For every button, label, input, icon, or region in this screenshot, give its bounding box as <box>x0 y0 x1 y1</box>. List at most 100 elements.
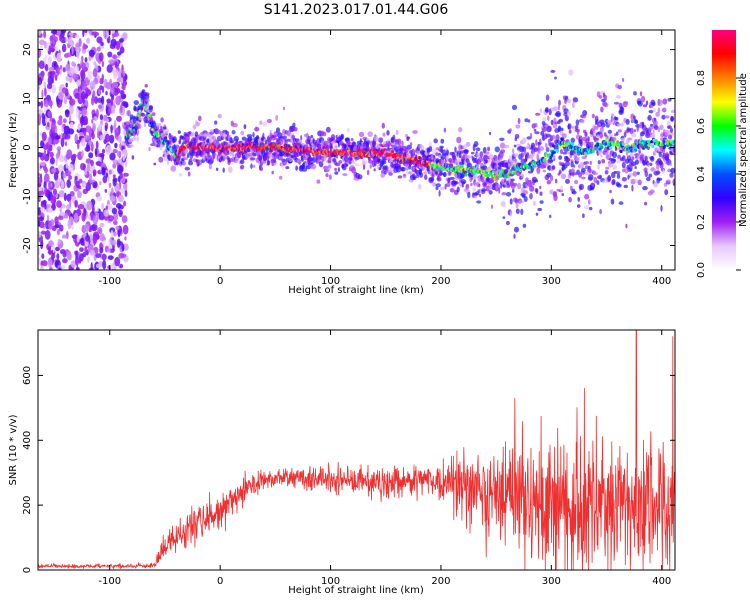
ridge-halo <box>633 91 637 96</box>
noise-speckle <box>85 87 89 95</box>
ridge-halo <box>278 155 284 160</box>
noise-speckle <box>71 225 74 230</box>
ridge-core <box>391 150 395 154</box>
noise-speckle <box>55 156 58 167</box>
x-tick-label: 300 <box>542 576 561 587</box>
noise-speckle <box>40 206 46 213</box>
ridge-halo <box>541 127 547 133</box>
ridge-halo <box>456 158 463 163</box>
ridge-halo <box>578 183 585 191</box>
ridge-halo <box>584 165 589 170</box>
noise-speckle <box>75 180 80 189</box>
noise-speckle <box>64 133 71 140</box>
ridge-halo <box>576 129 580 135</box>
ridge-halo <box>252 132 255 138</box>
noise-speckle <box>113 212 119 222</box>
ridge-halo <box>439 145 444 149</box>
noise-speckle <box>64 125 70 133</box>
noise-speckle <box>110 230 114 239</box>
noise-speckle <box>38 152 43 158</box>
noise-speckle <box>49 151 54 158</box>
ridge-halo <box>458 127 463 133</box>
noise-speckle <box>76 235 80 243</box>
ridge-halo <box>475 147 481 152</box>
ridge-halo <box>558 155 563 160</box>
ridge-core <box>464 173 468 177</box>
ridge-halo <box>160 125 163 130</box>
ridge-core <box>277 144 281 148</box>
ridge-halo <box>568 196 572 203</box>
ridge-halo <box>554 76 557 80</box>
noise-speckle <box>103 30 106 37</box>
ridge-halo <box>301 167 308 172</box>
ridge-halo <box>156 123 162 128</box>
colorbar-tick-label: 0.0 <box>696 262 707 278</box>
snr-y-axis-label: SNR (10 * v/v) <box>8 414 19 485</box>
ridge-halo <box>267 160 271 166</box>
ridge-halo <box>438 190 441 197</box>
noise-speckle <box>86 163 91 173</box>
ridge-core <box>634 148 638 152</box>
ridge-halo <box>312 156 316 163</box>
noise-speckle <box>76 265 79 270</box>
noise-speckle <box>91 118 94 124</box>
noise-speckle <box>84 30 88 34</box>
noise-speckle <box>80 69 84 79</box>
ridge-halo <box>382 132 386 137</box>
ridge-halo <box>562 151 568 155</box>
ridge-halo <box>474 181 477 187</box>
ridge-halo <box>448 162 454 169</box>
noise-speckle <box>87 70 93 81</box>
noise-speckle <box>57 238 61 245</box>
noise-speckle <box>56 229 60 236</box>
ridge-halo <box>232 123 238 128</box>
noise-speckle <box>38 220 41 227</box>
ridge-halo <box>245 147 248 151</box>
ridge-halo <box>652 129 655 135</box>
noise-speckle <box>82 252 87 258</box>
ridge-halo <box>241 136 247 141</box>
ridge-halo <box>660 204 663 212</box>
ridge-halo <box>191 131 196 137</box>
ridge-halo <box>254 126 260 132</box>
ridge-halo <box>647 162 650 168</box>
noise-speckle <box>96 46 101 52</box>
ridge-halo <box>522 223 527 228</box>
ridge-core <box>518 168 523 173</box>
ridge-halo <box>670 115 675 122</box>
noise-speckle <box>50 30 58 35</box>
ridge-halo <box>554 121 558 125</box>
noise-speckle <box>78 258 82 264</box>
noise-speckle <box>38 30 42 35</box>
noise-speckle <box>81 80 87 91</box>
noise-speckle <box>47 99 53 107</box>
noise-speckle <box>74 200 78 208</box>
noise-speckle <box>58 115 63 121</box>
ridge-halo <box>507 176 512 181</box>
chart-title: S141.2023.017.01.44.G06 <box>264 2 449 18</box>
ridge-halo <box>279 175 283 180</box>
ridge-halo <box>397 175 403 179</box>
colorbar-tick-label: 0.8 <box>696 70 707 86</box>
ridge-halo <box>144 84 148 88</box>
ridge-halo <box>634 166 637 170</box>
ridge-halo <box>669 127 674 133</box>
ridge-halo <box>611 117 614 122</box>
noise-speckle <box>77 204 85 210</box>
ridge-halo <box>636 171 640 175</box>
noise-speckle <box>123 243 129 251</box>
ridge-halo <box>599 208 602 215</box>
ridge-halo <box>334 171 339 175</box>
noise-speckle <box>47 75 53 86</box>
noise-speckle <box>59 68 63 76</box>
noise-speckle <box>40 140 44 148</box>
ridge-halo <box>533 123 538 128</box>
noise-speckle <box>99 222 105 228</box>
ridge-core <box>144 105 148 109</box>
noise-speckle <box>116 238 121 248</box>
noise-speckle <box>89 249 96 256</box>
ridge-halo <box>454 146 457 153</box>
ridge-halo <box>546 180 552 185</box>
spectrogram-y-axis-label: Frequency (Hz) <box>8 112 19 188</box>
ridge-halo <box>187 171 191 177</box>
